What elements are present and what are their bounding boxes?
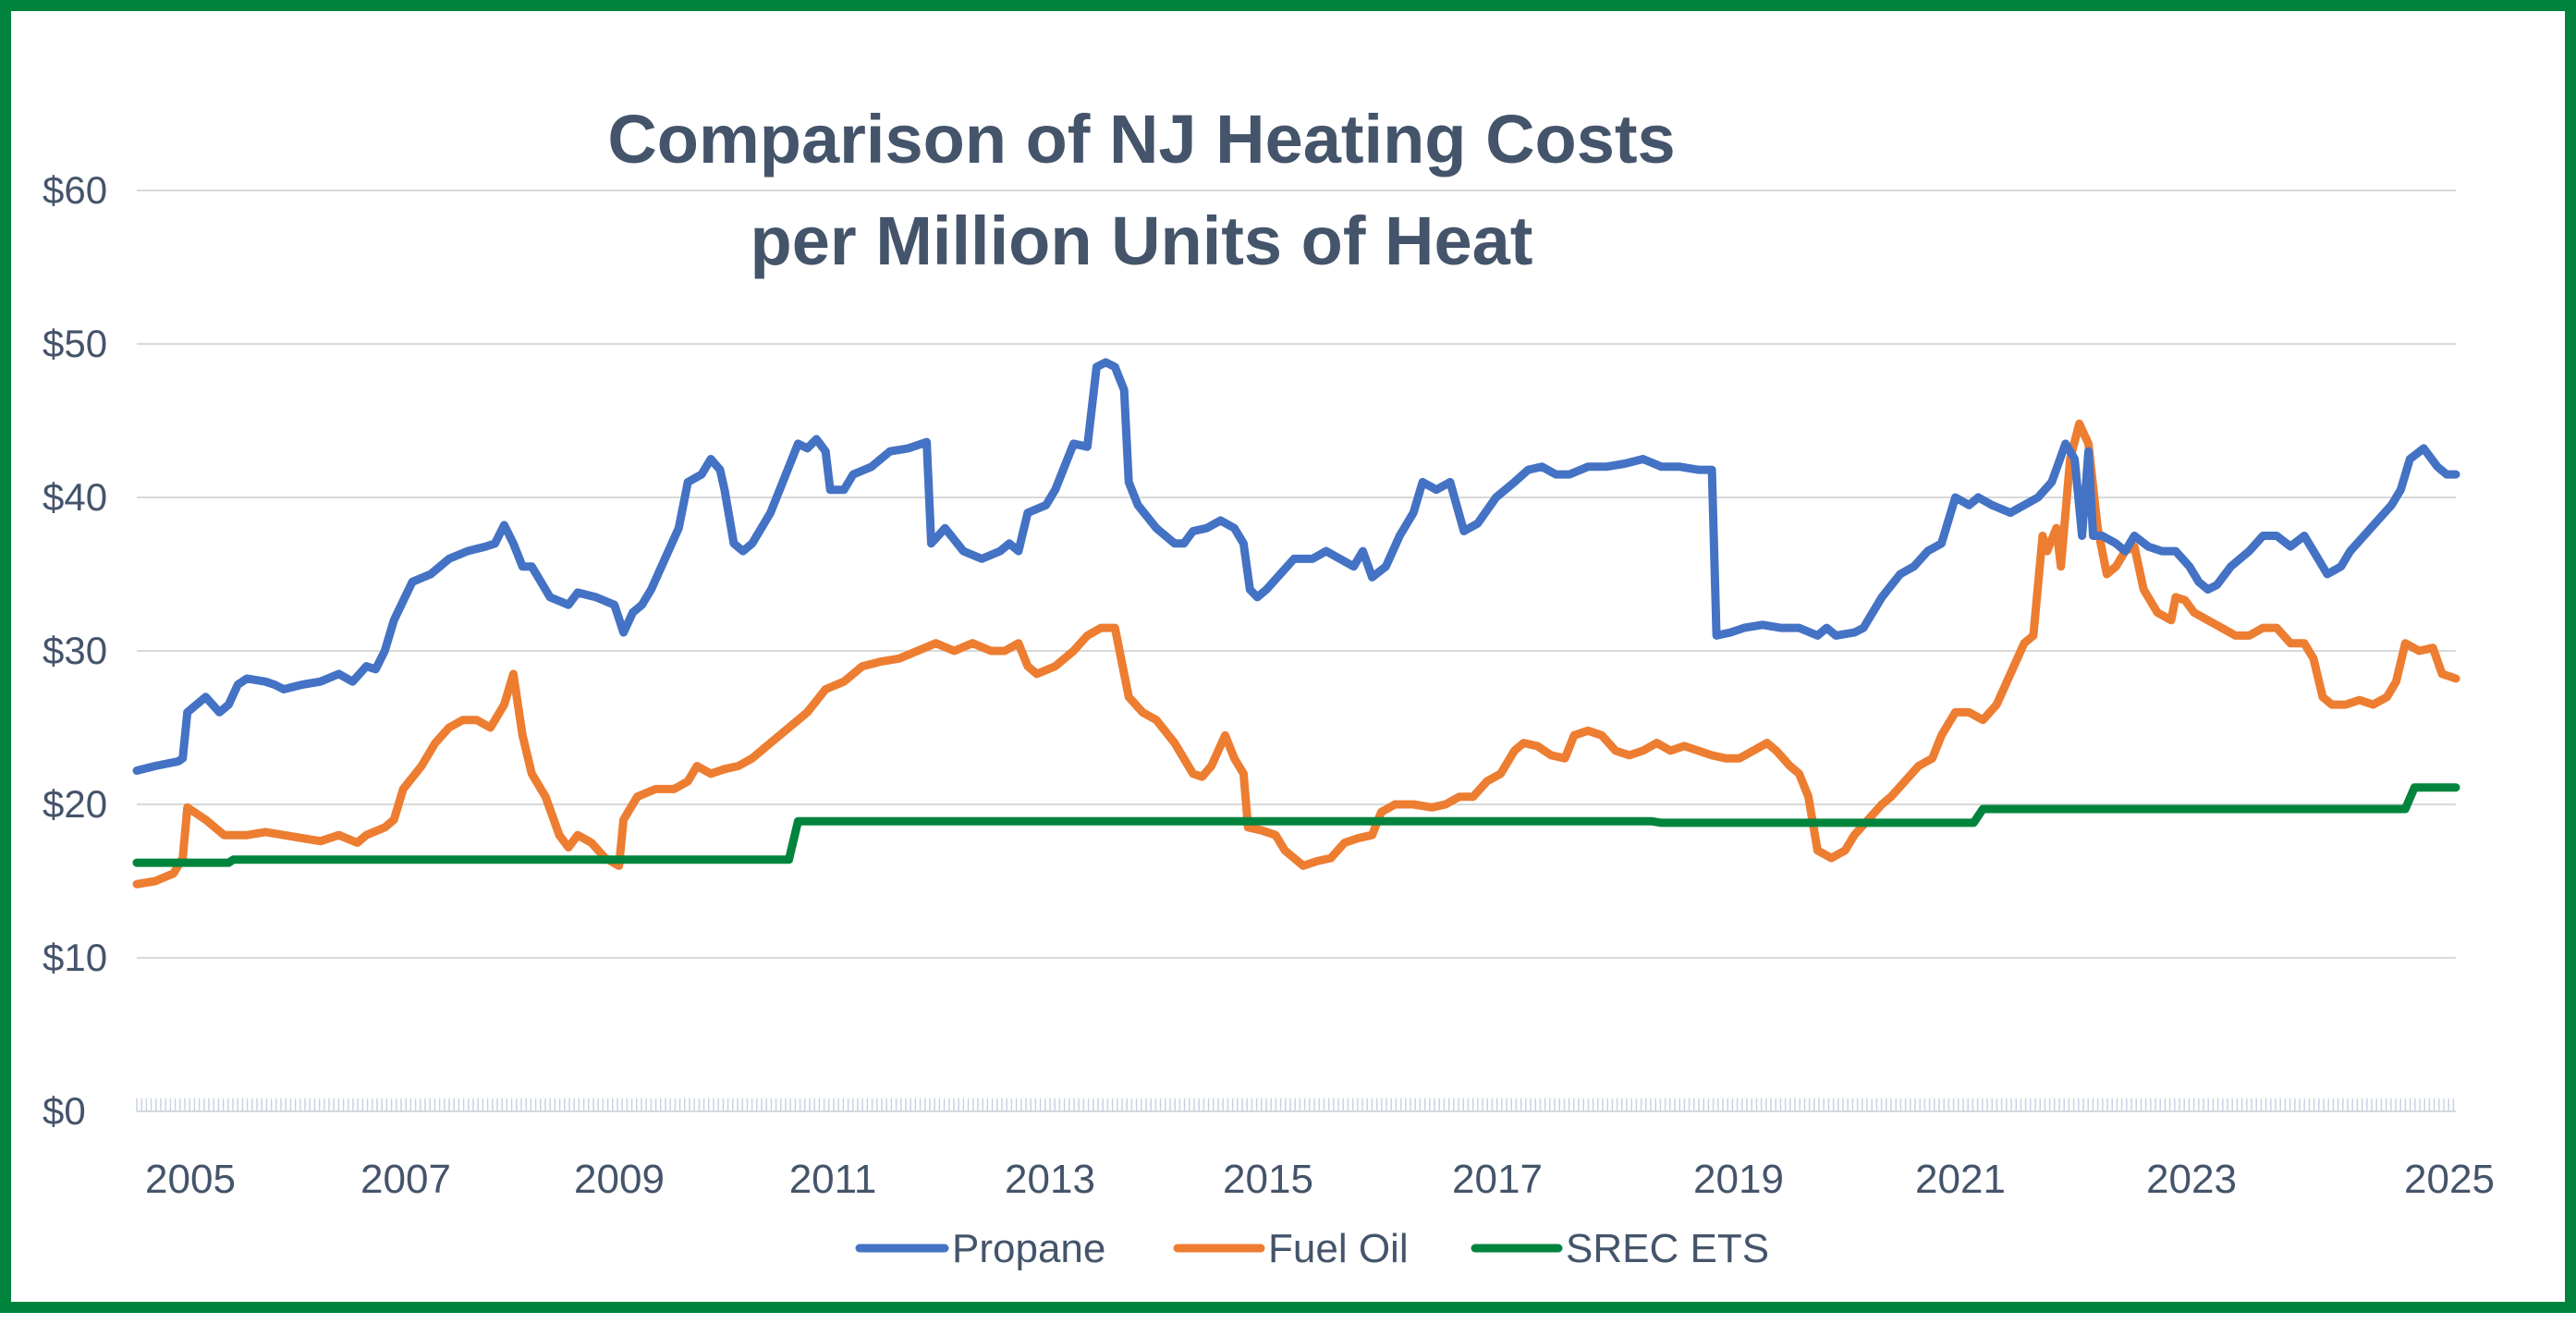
y-tick-label: $20	[43, 782, 107, 826]
y-tick-label: $40	[43, 475, 107, 519]
series-line-propane	[132, 358, 2460, 775]
x-tick-label: 2025	[2404, 1157, 2495, 1202]
x-tick-label: 2011	[789, 1157, 877, 1202]
legend-label-fuel-oil: Fuel Oil	[1268, 1226, 1409, 1271]
x-axis-minor-ticks	[136, 1098, 2455, 1111]
x-tick-label: 2005	[145, 1157, 236, 1202]
legend: Propane Fuel Oil SREC ETS	[855, 1226, 1769, 1271]
series-line-fuel-oil	[132, 419, 2460, 889]
legend-label-propane: Propane	[952, 1226, 1105, 1271]
x-tick-label: 2007	[360, 1157, 451, 1202]
x-tick-label: 2019	[1693, 1157, 1784, 1202]
y-tick-label: $10	[43, 936, 107, 979]
x-tick-label: 2015	[1223, 1157, 1313, 1202]
series-line-srec-ets	[132, 783, 2460, 867]
chart-svg: Comparison of NJ Heating Costs per Milli…	[43, 101, 2495, 1271]
x-tick-label: 2013	[1005, 1157, 1095, 1202]
chart-title-line-1: Comparison of NJ Heating Costs	[607, 101, 1675, 178]
x-tick-label: 2017	[1452, 1157, 1543, 1202]
x-tick-label: 2023	[2146, 1157, 2237, 1202]
y-axis-ticks: $0 $10 $20 $30 $40 $50 $60	[43, 168, 107, 1133]
y-tick-label: $60	[43, 168, 107, 212]
x-tick-label: 2009	[574, 1157, 665, 1202]
chart-title: Comparison of NJ Heating Costs per Milli…	[607, 101, 1675, 279]
series-lines	[132, 358, 2460, 889]
chart-title-line-2: per Million Units of Heat	[751, 202, 1533, 279]
y-tick-label: $30	[43, 629, 107, 672]
y-tick-label: $0	[43, 1089, 86, 1133]
x-axis-ticks: 2005 2007 2009 2011 2013 2015 2017 2019 2021 2023…	[145, 1157, 2495, 1202]
x-axis	[136, 1098, 2456, 1112]
x-tick-label: 2021	[1915, 1157, 2006, 1202]
y-tick-label: $50	[43, 322, 107, 365]
legend-label-srec-ets: SREC ETS	[1566, 1226, 1769, 1271]
